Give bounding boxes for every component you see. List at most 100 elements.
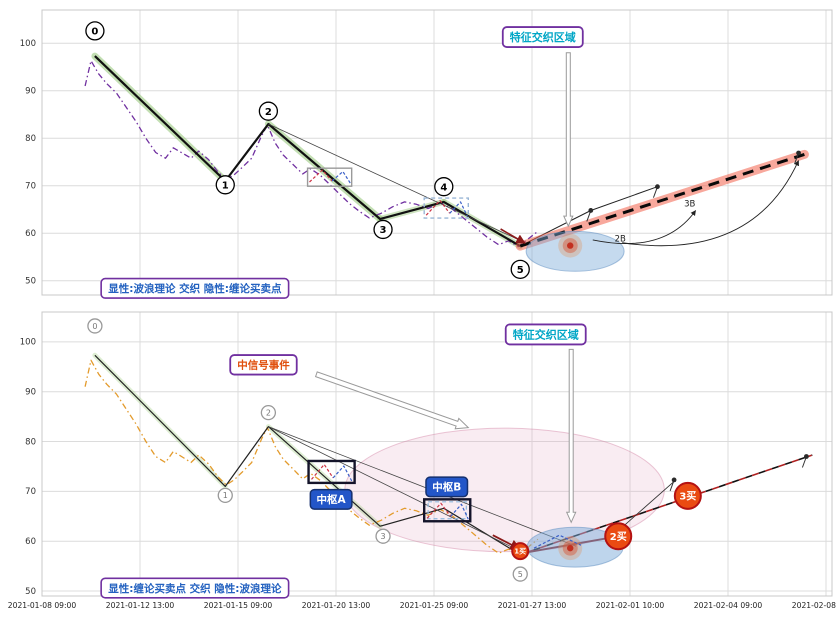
bottom-y-tick-label: 60 xyxy=(25,537,36,547)
feature-zone-label-text: 特征交织区域 xyxy=(513,327,579,341)
event-marker-2 xyxy=(655,184,660,190)
bottom-plot-background xyxy=(42,312,832,596)
pivot-b-box xyxy=(423,498,472,523)
bottom-y-tick-label: 70 xyxy=(25,487,36,497)
wave-label-0-text: 0 xyxy=(91,27,98,38)
top-y-tick-label: 90 xyxy=(25,87,36,97)
pivot-b-label-text: 中枢B xyxy=(432,481,461,494)
legend-label-text: 显性:缠论买卖点 交织 隐性:波浪理论 xyxy=(108,582,282,595)
event-marker-2-stem xyxy=(652,188,658,198)
feature-zone-label xyxy=(501,26,584,48)
pivot-a-label-text: 中枢A xyxy=(317,493,347,506)
pivot-b-inner-box xyxy=(427,501,467,520)
legend-label xyxy=(100,277,290,299)
x-tick-label: 2021-01-20 13:00 xyxy=(302,601,371,610)
pivot-box-2 xyxy=(423,197,470,219)
wave-label-3 xyxy=(375,528,391,544)
mini-seg-blue-2 xyxy=(449,201,468,217)
event-marker-1 xyxy=(671,477,677,483)
mini-seg-blue-b xyxy=(450,503,469,520)
wave-label-0-text: 0 xyxy=(92,322,97,331)
x-tick-label: 2021-01-08 09:00 xyxy=(8,601,77,610)
buy-point-2-text: 2买 xyxy=(610,531,627,543)
wave-label-2-text: 2 xyxy=(265,107,272,118)
event-marker-3 xyxy=(796,150,801,156)
mini-seg-red-1 xyxy=(309,169,333,183)
buy-point-2 xyxy=(604,522,633,551)
bottom-series-price xyxy=(84,359,539,556)
top-y-tick-label: 80 xyxy=(25,134,36,144)
x-tick-label: 2021-01-25 09:00 xyxy=(400,601,469,610)
x-tick-label: 2021-01-12 13:00 xyxy=(106,601,175,610)
wave-label-1 xyxy=(217,487,233,504)
feature-pointer-arrow xyxy=(565,348,577,524)
wave-label-5-text: 5 xyxy=(518,570,523,579)
wave-label-3 xyxy=(373,219,393,240)
wave-label-5 xyxy=(510,259,530,280)
event-marker-2 xyxy=(804,454,809,459)
mini-seg-blue-a xyxy=(332,465,353,482)
buy-point-3-text: 3买 xyxy=(679,490,696,502)
wave-label-4 xyxy=(434,177,454,197)
x-tick-label: 2021-02-08 14:00 xyxy=(792,601,839,610)
top-y-tick-label: 50 xyxy=(25,277,36,287)
top-series-projection xyxy=(519,152,805,248)
annot-arc-2b xyxy=(592,210,697,245)
buy-point-3 xyxy=(673,481,702,510)
top-y-tick-label: 70 xyxy=(25,182,36,192)
bottom-y-tick-label: 50 xyxy=(25,587,36,597)
pivot-a-box xyxy=(307,459,356,485)
wave-label-5 xyxy=(512,566,528,582)
buy-point-1 xyxy=(511,542,530,561)
x-tick-label: 2021-01-27 13:00 xyxy=(498,601,567,610)
bottom-series-trendline-a xyxy=(268,426,525,554)
wave-label-2 xyxy=(260,404,277,421)
buy-arrow-hint xyxy=(500,228,526,244)
signal-event-label-text: 中信号事件 xyxy=(237,359,290,372)
signal-pointer-arrow xyxy=(314,371,470,430)
feature-target-ring xyxy=(567,544,574,552)
wave-label-1 xyxy=(215,175,235,195)
feature-pointer-arrow xyxy=(563,52,574,228)
annot-2b: 2B xyxy=(615,235,626,245)
wave-label-1-text: 1 xyxy=(222,180,229,191)
wave-label-0 xyxy=(85,21,105,41)
top-y-tick-label: 60 xyxy=(25,229,36,239)
top-plot-background xyxy=(42,10,832,295)
event-marker-2-stem xyxy=(801,457,807,468)
mini-seg-red-a xyxy=(311,463,334,480)
wave-label-2-text: 2 xyxy=(266,409,271,418)
feature-target-ring xyxy=(567,242,574,249)
mini-seg-red-2 xyxy=(425,199,451,216)
feature-zone-label xyxy=(504,323,587,346)
bottom-y-tick-label: 100 xyxy=(20,338,36,348)
wave-label-5-text: 5 xyxy=(517,265,524,276)
top-series-elliott-wave xyxy=(94,55,521,248)
x-tick-label: 2021-01-15 09:00 xyxy=(204,601,273,610)
bottom-series-trendline-b xyxy=(268,426,577,547)
top-series-trendline-2-5 xyxy=(268,123,528,245)
buy-point-1-text: 1买 xyxy=(514,548,526,556)
wave-label-3-text: 3 xyxy=(380,225,387,236)
wave-label-2 xyxy=(258,101,279,121)
pivot-a-label xyxy=(309,488,353,510)
x-tick-label: 2021-02-04 09:00 xyxy=(694,601,763,610)
feature-zone-label-text: 特征交织区域 xyxy=(510,30,576,44)
mini-seg-red-b xyxy=(426,502,452,519)
wave-label-4-text: 4 xyxy=(440,182,447,193)
event-marker-1-stem xyxy=(669,481,675,492)
bottom-y-tick-label: 90 xyxy=(25,388,36,398)
bottom-series-wave-line xyxy=(94,354,521,556)
annot-arc-3b xyxy=(622,160,799,247)
event-marker-1 xyxy=(588,208,594,213)
signal-event-label xyxy=(229,354,298,376)
wave-label-3-text: 3 xyxy=(380,532,385,541)
legend-label xyxy=(100,577,290,599)
bottom-y-tick-label: 80 xyxy=(25,437,36,447)
pivot-b-label xyxy=(425,476,469,498)
wave-label-1-text: 1 xyxy=(223,491,228,500)
x-tick-label: 2021-02-01 10:00 xyxy=(596,601,665,610)
bottom-series-projection-black xyxy=(519,454,813,556)
